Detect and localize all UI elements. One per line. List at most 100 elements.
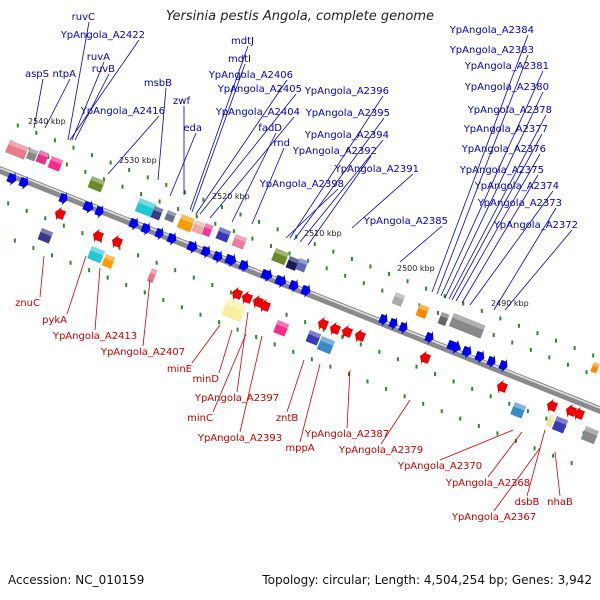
forward-leader-line — [431, 34, 529, 293]
forward-gene-arrow — [186, 240, 198, 254]
forward-leader-line — [436, 54, 529, 295]
reverse-gene-label: dsbB — [515, 497, 540, 508]
forward-gene-label: YpAngola_A2380 — [464, 82, 549, 93]
forward-gene-label: aspS — [25, 69, 49, 80]
forward-gene-arrow — [6, 172, 17, 186]
forward-leader-line — [157, 87, 167, 181]
forward-gene-arrow — [274, 274, 287, 288]
tick-label: 2490 kbp — [491, 299, 529, 308]
reverse-leader-line — [239, 335, 263, 433]
reverse-gene-label: YpAngola_A2397 — [194, 393, 279, 404]
forward-leader-line — [44, 78, 71, 129]
forward-leader-line — [444, 91, 544, 299]
forward-leader-line — [455, 153, 541, 302]
forward-leader-line — [469, 190, 554, 306]
gene-feature-box — [150, 206, 164, 221]
reverse-gene-arrow — [497, 379, 508, 394]
reverse-gene-arrow — [355, 328, 366, 343]
forward-gene-label: YpAngola_A2374 — [474, 181, 559, 192]
forward-gene-arrow — [388, 316, 398, 331]
tick-label: 2520 kbp — [212, 192, 250, 201]
tick-label: 2510 kbp — [304, 229, 342, 238]
reverse-leader-line — [526, 429, 546, 497]
forward-gene-label: YpAngola_A2391 — [334, 164, 419, 175]
forward-gene-arrow — [18, 176, 29, 190]
gene-feature-box — [510, 402, 527, 419]
forward-gene-arrow — [58, 191, 68, 206]
reverse-leader-line — [39, 255, 45, 298]
forward-gene-arrow — [94, 204, 104, 219]
gene-feature-box — [271, 247, 289, 266]
reverse-gene-arrow — [260, 298, 271, 313]
gene-feature-box — [5, 140, 29, 160]
forward-gene-label: YpAngola_A2384 — [449, 25, 534, 36]
reverse-leader-line — [493, 447, 541, 512]
reverse-leader-line — [346, 369, 351, 429]
forward-gene-arrow — [238, 259, 249, 273]
reverse-leader-line — [554, 451, 561, 497]
forward-gene-label: YpAngola_A2383 — [449, 45, 534, 56]
forward-gene-label: YpAngola_A2395 — [305, 108, 390, 119]
forward-leader-line — [399, 225, 443, 263]
reverse-gene-label: YpAngola_A2379 — [338, 445, 423, 456]
forward-gene-label: ruvB — [92, 64, 115, 75]
reverse-gene-label: mppA — [285, 443, 314, 454]
reverse-gene-label: YpAngola_A2407 — [100, 347, 185, 358]
forward-gene-label: YpAngola_A2377 — [463, 124, 548, 135]
gene-feature-box — [316, 336, 335, 355]
reverse-gene-arrow — [232, 286, 243, 301]
reverse-gene-label: YpAngola_A2368 — [445, 478, 530, 489]
forward-gene-arrow — [461, 345, 472, 359]
gene-feature-box — [37, 228, 54, 244]
gene-feature-box — [35, 150, 50, 165]
gene-feature-box — [590, 362, 600, 374]
gene-feature-box — [221, 298, 247, 323]
forward-gene-label: YpAngola_A2375 — [459, 165, 544, 176]
reverse-leader-line — [236, 311, 249, 393]
forward-leader-line — [74, 73, 110, 141]
forward-gene-label: YpAngola_A2394 — [304, 130, 389, 141]
gene-feature-box — [231, 234, 248, 250]
reverse-gene-label: minE — [167, 364, 192, 375]
gene-feature-box — [391, 292, 406, 307]
forward-gene-label: YpAngola_A2385 — [363, 216, 448, 227]
gene-feature-box — [273, 320, 290, 337]
forward-leader-line — [191, 63, 246, 213]
reverse-gene-arrow — [420, 350, 431, 365]
reverse-gene-arrow — [342, 324, 353, 339]
forward-gene-label: YpAngola_A2422 — [60, 30, 145, 41]
gene-feature-box — [87, 176, 105, 193]
reverse-gene-label: YpAngola_A2413 — [52, 331, 137, 342]
forward-gene-arrow — [82, 200, 94, 214]
reverse-gene-label: pykA — [42, 315, 67, 326]
reverse-gene-label: minC — [187, 413, 213, 424]
forward-gene-arrow — [212, 250, 223, 264]
forward-leader-line — [461, 174, 539, 304]
reverse-leader-line — [439, 429, 514, 461]
forward-leader-line — [231, 132, 277, 223]
forward-leader-line — [209, 116, 295, 219]
reverse-gene-arrow — [318, 316, 329, 331]
reverse-gene-label: YpAngola_A2387 — [304, 429, 389, 440]
reverse-gene-label: YpAngola_A2367 — [451, 512, 536, 523]
reverse-gene-arrow — [93, 228, 104, 243]
forward-leader-line — [440, 70, 544, 297]
gene-feature-box — [305, 330, 322, 346]
forward-gene-arrow — [288, 279, 299, 293]
forward-gene-label: YpAngola_A2404 — [215, 107, 300, 118]
forward-gene-label: YpAngola_A2406 — [208, 70, 293, 81]
forward-gene-label: zwf — [173, 96, 190, 107]
reverse-leader-line — [94, 267, 101, 331]
forward-leader-line — [107, 115, 160, 175]
gene-feature-box — [146, 268, 158, 284]
forward-leader-line — [504, 229, 573, 311]
reverse-leader-line — [66, 255, 87, 315]
forward-leader-line — [195, 79, 288, 215]
gene-feature-box — [191, 220, 206, 235]
reverse-leader-line — [380, 399, 411, 445]
forward-gene-arrow — [200, 245, 211, 259]
forward-leader-line — [289, 95, 384, 239]
gene-feature-box — [551, 416, 569, 434]
reverse-gene-arrow — [55, 206, 66, 221]
forward-leader-line — [299, 139, 384, 243]
